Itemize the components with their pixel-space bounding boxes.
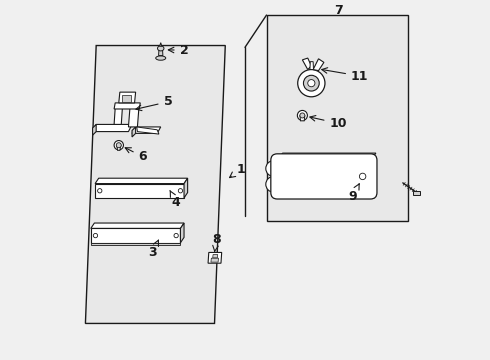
Circle shape — [114, 140, 123, 150]
Polygon shape — [91, 228, 180, 243]
Polygon shape — [132, 127, 136, 137]
Bar — [122, 95, 131, 102]
Circle shape — [178, 189, 183, 193]
Polygon shape — [95, 178, 188, 184]
Circle shape — [298, 69, 325, 97]
Polygon shape — [114, 108, 122, 125]
Polygon shape — [413, 190, 420, 195]
Polygon shape — [211, 258, 219, 262]
Polygon shape — [267, 15, 408, 221]
Text: 1: 1 — [230, 163, 245, 177]
Circle shape — [116, 143, 122, 148]
Text: 6: 6 — [125, 148, 147, 163]
Text: 4: 4 — [170, 190, 180, 209]
FancyBboxPatch shape — [271, 154, 377, 199]
Text: 2: 2 — [169, 44, 189, 57]
Polygon shape — [117, 145, 121, 150]
Circle shape — [266, 161, 282, 176]
Text: 10: 10 — [310, 116, 347, 130]
Circle shape — [359, 173, 366, 180]
Text: 11: 11 — [322, 68, 368, 82]
Text: 9: 9 — [348, 184, 359, 203]
Polygon shape — [208, 252, 221, 263]
Polygon shape — [128, 104, 139, 127]
Circle shape — [93, 233, 98, 238]
Ellipse shape — [156, 56, 166, 60]
Polygon shape — [85, 45, 225, 323]
Polygon shape — [180, 223, 184, 243]
Polygon shape — [160, 42, 162, 46]
Polygon shape — [277, 153, 376, 160]
Circle shape — [98, 189, 102, 193]
Polygon shape — [91, 243, 180, 245]
Polygon shape — [184, 178, 188, 198]
Polygon shape — [132, 127, 161, 134]
Text: 3: 3 — [148, 240, 158, 259]
Polygon shape — [137, 127, 159, 134]
Polygon shape — [93, 125, 96, 135]
Polygon shape — [159, 49, 163, 55]
Polygon shape — [119, 92, 136, 103]
Ellipse shape — [157, 46, 164, 51]
Circle shape — [174, 233, 178, 238]
Circle shape — [300, 113, 305, 118]
Polygon shape — [213, 255, 218, 258]
Text: 8: 8 — [212, 233, 220, 252]
Text: 5: 5 — [136, 95, 172, 111]
Circle shape — [297, 111, 307, 121]
Text: 7: 7 — [334, 4, 343, 17]
Polygon shape — [300, 116, 305, 121]
Polygon shape — [114, 103, 140, 109]
Polygon shape — [302, 58, 311, 69]
Polygon shape — [313, 59, 324, 71]
Polygon shape — [95, 184, 184, 198]
Polygon shape — [91, 223, 184, 228]
Polygon shape — [310, 62, 314, 69]
Polygon shape — [93, 125, 132, 132]
Circle shape — [303, 75, 319, 91]
Circle shape — [266, 176, 282, 192]
Circle shape — [308, 80, 315, 87]
